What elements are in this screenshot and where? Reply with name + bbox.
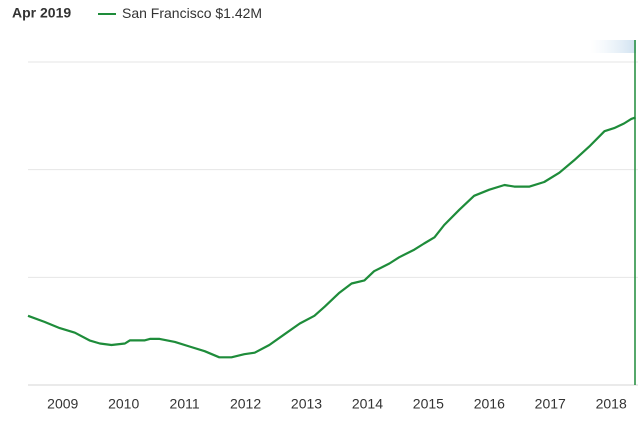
x-tick-label: 2014 xyxy=(352,396,383,412)
x-tick-label: 2011 xyxy=(170,396,200,412)
legend-entry: San Francisco $1.42M xyxy=(122,5,262,21)
hover-band xyxy=(590,40,636,53)
x-tick-label: 2018 xyxy=(596,396,627,412)
x-tick-label: 2010 xyxy=(108,396,139,412)
x-tick-label: 2016 xyxy=(474,396,505,412)
legend-value: $1.42M xyxy=(215,5,262,21)
x-tick-label: 2015 xyxy=(413,396,444,412)
x-tick-label: 2017 xyxy=(535,396,566,412)
date-label: Apr 2019 xyxy=(12,5,71,21)
series-line xyxy=(27,116,636,359)
x-tick-label: 2013 xyxy=(291,396,322,412)
x-tick-label: 2009 xyxy=(47,396,78,412)
legend-name: San Francisco xyxy=(122,5,212,21)
x-tick-label: 2012 xyxy=(230,396,261,412)
